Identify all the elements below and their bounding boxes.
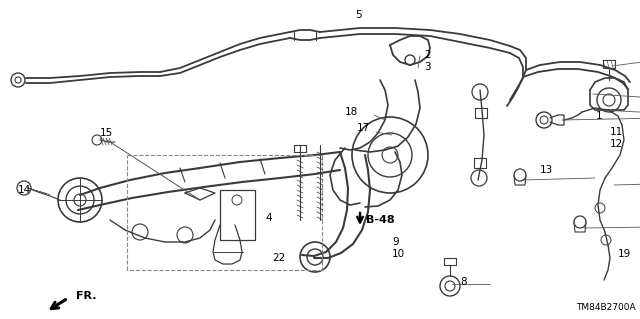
- Text: 8: 8: [460, 277, 467, 287]
- Text: FR.: FR.: [76, 291, 97, 301]
- Text: 9: 9: [392, 237, 399, 247]
- Text: 13: 13: [540, 165, 553, 175]
- Text: 19: 19: [618, 249, 631, 259]
- Text: 4: 4: [265, 213, 271, 223]
- Text: 1: 1: [596, 111, 603, 121]
- Text: 2: 2: [424, 50, 431, 60]
- Text: 11: 11: [610, 127, 623, 137]
- Text: B-48: B-48: [366, 215, 395, 225]
- Text: 17: 17: [356, 123, 370, 133]
- Text: TM84B2700A: TM84B2700A: [577, 303, 636, 312]
- Text: 3: 3: [424, 62, 431, 72]
- Text: 14: 14: [18, 185, 31, 195]
- Text: 15: 15: [100, 128, 113, 138]
- Text: 12: 12: [610, 139, 623, 149]
- Text: 5: 5: [355, 10, 362, 20]
- Text: 22: 22: [272, 253, 285, 263]
- Text: 18: 18: [345, 107, 358, 117]
- Text: 10: 10: [392, 249, 405, 259]
